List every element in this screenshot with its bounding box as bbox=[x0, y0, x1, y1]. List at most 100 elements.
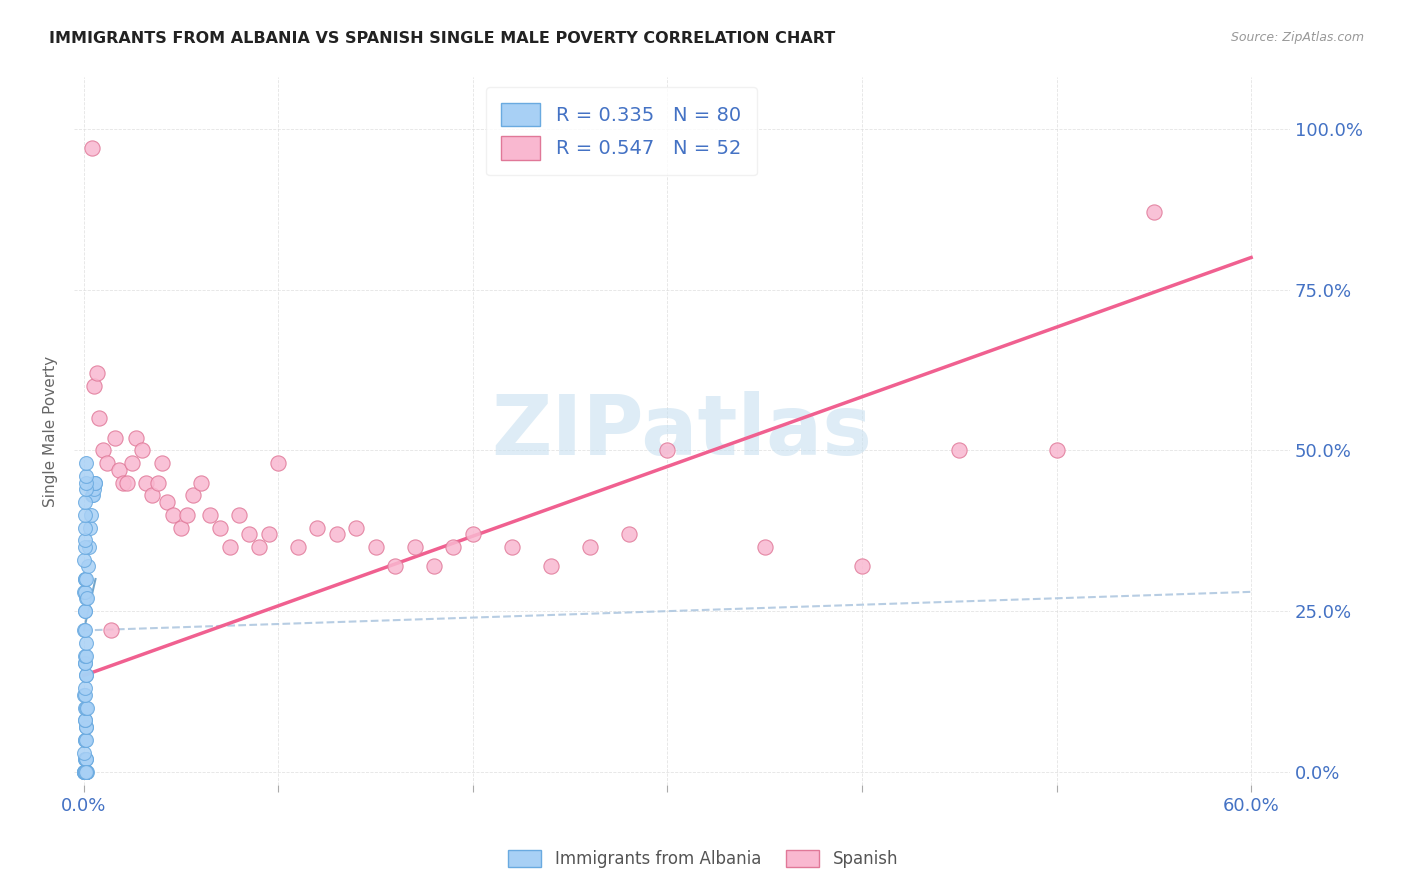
Text: Source: ZipAtlas.com: Source: ZipAtlas.com bbox=[1230, 31, 1364, 45]
Point bbox=[384, 559, 406, 574]
Point bbox=[83, 482, 105, 496]
Point bbox=[73, 752, 96, 766]
Point bbox=[121, 456, 143, 470]
Point bbox=[208, 520, 231, 534]
Point bbox=[135, 475, 157, 490]
Point bbox=[228, 508, 250, 522]
Point bbox=[100, 624, 122, 638]
Text: IMMIGRANTS FROM ALBANIA VS SPANISH SINGLE MALE POVERTY CORRELATION CHART: IMMIGRANTS FROM ALBANIA VS SPANISH SINGL… bbox=[49, 31, 835, 46]
Point bbox=[325, 527, 347, 541]
Point bbox=[73, 688, 96, 702]
Point bbox=[83, 475, 105, 490]
Point bbox=[75, 668, 97, 682]
Point bbox=[80, 141, 103, 155]
Point bbox=[75, 508, 97, 522]
Point bbox=[344, 520, 367, 534]
Point bbox=[257, 527, 280, 541]
Point bbox=[83, 379, 105, 393]
Point bbox=[75, 764, 97, 779]
Point bbox=[404, 540, 426, 554]
Point bbox=[364, 540, 387, 554]
Point bbox=[73, 764, 96, 779]
Point bbox=[75, 572, 97, 586]
Point bbox=[75, 752, 97, 766]
Point bbox=[75, 482, 97, 496]
Point bbox=[75, 764, 97, 779]
Point bbox=[73, 764, 96, 779]
Point bbox=[96, 456, 118, 470]
Point bbox=[76, 764, 98, 779]
Point bbox=[75, 764, 97, 779]
Point bbox=[131, 443, 153, 458]
Point bbox=[75, 681, 97, 696]
Point bbox=[73, 764, 96, 779]
Point bbox=[156, 495, 179, 509]
Point bbox=[75, 495, 97, 509]
Point bbox=[73, 764, 96, 779]
Point bbox=[104, 431, 127, 445]
Point bbox=[73, 764, 96, 779]
Point bbox=[287, 540, 309, 554]
Point bbox=[75, 752, 97, 766]
Point bbox=[75, 720, 97, 734]
Point bbox=[75, 700, 97, 714]
Point bbox=[267, 456, 290, 470]
Point bbox=[578, 540, 600, 554]
Point bbox=[86, 366, 108, 380]
Point bbox=[75, 764, 97, 779]
Point bbox=[82, 488, 104, 502]
Point bbox=[617, 527, 640, 541]
Point bbox=[73, 520, 96, 534]
Point bbox=[238, 527, 260, 541]
Point bbox=[1045, 443, 1067, 458]
Point bbox=[501, 540, 523, 554]
Point bbox=[111, 475, 134, 490]
Point bbox=[247, 540, 270, 554]
Point bbox=[170, 520, 193, 534]
Point bbox=[125, 431, 148, 445]
Point bbox=[73, 764, 96, 779]
Point bbox=[146, 475, 169, 490]
Point bbox=[150, 456, 173, 470]
Point bbox=[73, 746, 96, 760]
Point bbox=[73, 732, 96, 747]
Point bbox=[754, 540, 776, 554]
Point bbox=[73, 688, 96, 702]
Point bbox=[75, 764, 97, 779]
Point bbox=[75, 649, 97, 664]
Point bbox=[657, 443, 679, 458]
Point bbox=[73, 533, 96, 548]
Point bbox=[73, 764, 96, 779]
Point bbox=[75, 668, 97, 682]
Point bbox=[73, 585, 96, 599]
Point bbox=[162, 508, 184, 522]
Point bbox=[948, 443, 970, 458]
Point bbox=[73, 764, 96, 779]
Point bbox=[73, 764, 96, 779]
Point bbox=[1143, 205, 1166, 219]
Text: ZIPatlas: ZIPatlas bbox=[492, 391, 873, 472]
Point bbox=[73, 764, 96, 779]
Point bbox=[76, 700, 98, 714]
Point bbox=[73, 624, 96, 638]
Point bbox=[75, 456, 97, 470]
Point bbox=[75, 636, 97, 650]
Point bbox=[75, 604, 97, 618]
Point bbox=[73, 764, 96, 779]
Point bbox=[79, 508, 101, 522]
Point bbox=[73, 764, 96, 779]
Point bbox=[75, 591, 97, 606]
Point bbox=[218, 540, 240, 554]
Point bbox=[443, 540, 465, 554]
Point bbox=[75, 469, 97, 483]
Point bbox=[75, 572, 97, 586]
Point bbox=[75, 764, 97, 779]
Point bbox=[77, 540, 100, 554]
Point bbox=[84, 475, 107, 490]
Point bbox=[73, 714, 96, 728]
Point bbox=[176, 508, 198, 522]
Point bbox=[76, 559, 98, 574]
Point bbox=[73, 624, 96, 638]
Point bbox=[75, 649, 97, 664]
Point bbox=[73, 714, 96, 728]
